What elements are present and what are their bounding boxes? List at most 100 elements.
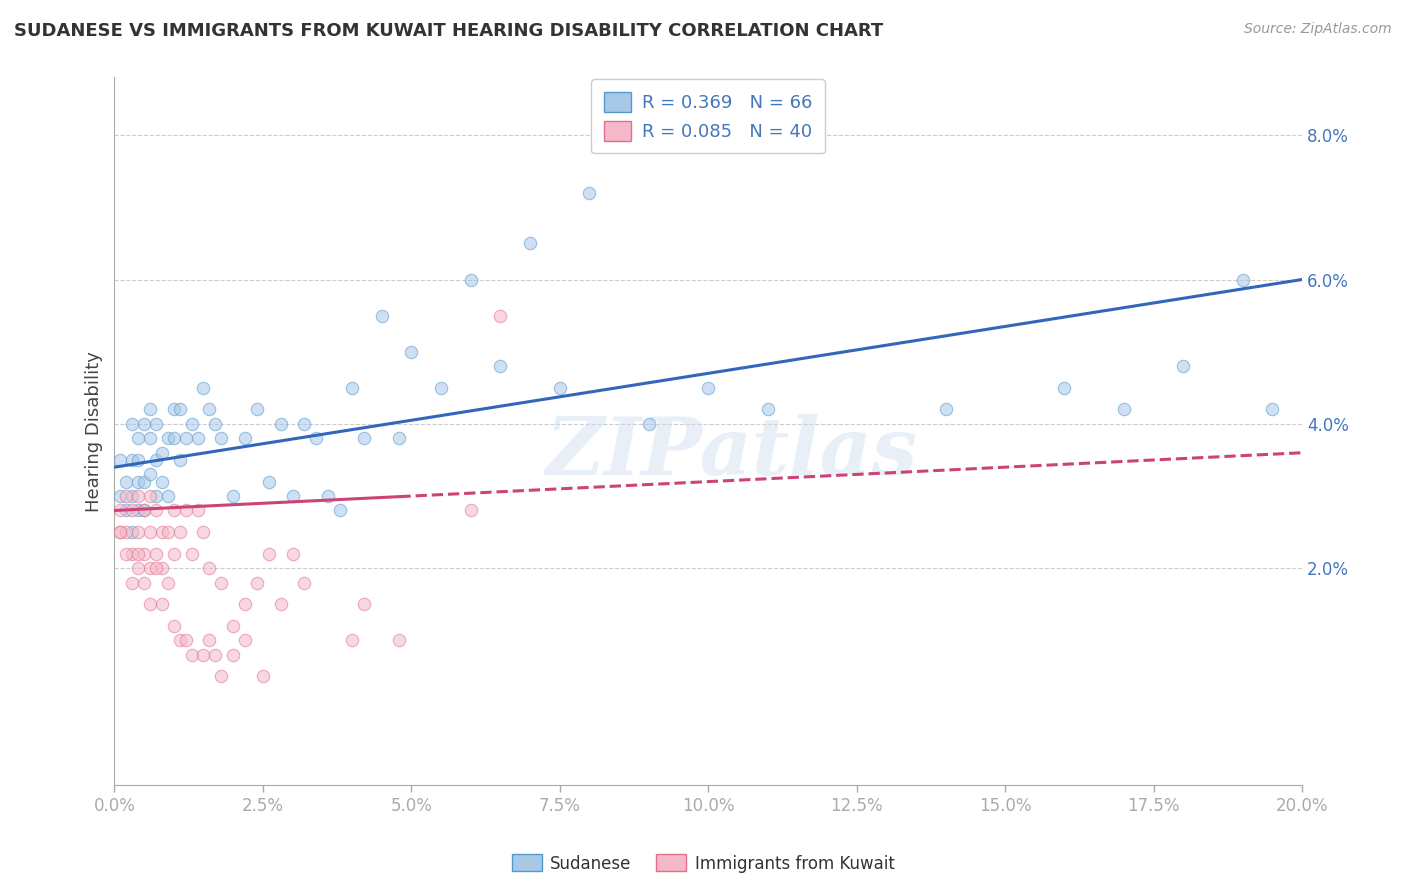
Point [388, 633, 411, 648]
Point [110, 503, 132, 517]
Point [353, 431, 375, 445]
Point [132, 503, 155, 517]
Point [121, 453, 143, 467]
Point [460, 503, 482, 517]
Point [1053, 381, 1076, 395]
Point [257, 547, 280, 561]
Point [156, 489, 179, 503]
Point [132, 575, 155, 590]
Point [132, 417, 155, 431]
Point [193, 648, 215, 662]
Point [174, 503, 197, 517]
Point [340, 633, 363, 648]
Point [127, 503, 149, 517]
Point [180, 417, 202, 431]
Point [163, 619, 186, 633]
Point [353, 597, 375, 611]
Point [169, 633, 191, 648]
Text: ZIPatlas: ZIPatlas [546, 414, 918, 491]
Point [127, 475, 149, 489]
Point [115, 547, 138, 561]
Point [115, 503, 138, 517]
Point [519, 236, 541, 251]
Point [110, 453, 132, 467]
Point [388, 431, 411, 445]
Point [110, 489, 132, 503]
Text: Source: ZipAtlas.com: Source: ZipAtlas.com [1244, 22, 1392, 37]
Point [430, 381, 453, 395]
Point [145, 547, 167, 561]
Point [110, 525, 132, 540]
Point [139, 561, 162, 575]
Point [252, 669, 274, 683]
Point [174, 633, 197, 648]
Point [246, 402, 269, 417]
Point [294, 417, 316, 431]
Point [127, 489, 149, 503]
Point [329, 503, 352, 517]
Point [132, 475, 155, 489]
Point [209, 431, 232, 445]
Point [209, 669, 232, 683]
Point [121, 575, 143, 590]
Point [222, 619, 245, 633]
Point [150, 446, 173, 460]
Point [198, 633, 221, 648]
Point [145, 503, 167, 517]
Point [370, 309, 392, 323]
Point [163, 503, 186, 517]
Point [139, 431, 162, 445]
Point [180, 547, 202, 561]
Point [578, 186, 600, 200]
Point [115, 489, 138, 503]
Point [281, 489, 304, 503]
Point [489, 359, 512, 373]
Point [145, 561, 167, 575]
Point [935, 402, 957, 417]
Point [222, 648, 245, 662]
Point [132, 503, 155, 517]
Point [1173, 359, 1195, 373]
Text: SUDANESE VS IMMIGRANTS FROM KUWAIT HEARING DISABILITY CORRELATION CHART: SUDANESE VS IMMIGRANTS FROM KUWAIT HEARI… [14, 22, 883, 40]
Point [246, 575, 269, 590]
Point [204, 417, 226, 431]
Point [233, 431, 256, 445]
Point [139, 489, 162, 503]
Point [204, 648, 226, 662]
Point [121, 525, 143, 540]
Point [193, 525, 215, 540]
Legend: R = 0.369   N = 66, R = 0.085   N = 40: R = 0.369 N = 66, R = 0.085 N = 40 [592, 79, 825, 153]
Point [198, 402, 221, 417]
Point [139, 597, 162, 611]
Point [305, 431, 328, 445]
Point [756, 402, 779, 417]
Point [150, 475, 173, 489]
Point [222, 489, 245, 503]
Point [316, 489, 339, 503]
Point [121, 417, 143, 431]
Point [294, 575, 316, 590]
Point [163, 547, 186, 561]
Point [127, 547, 149, 561]
Point [145, 453, 167, 467]
Point [110, 525, 132, 540]
Point [340, 381, 363, 395]
Point [401, 344, 423, 359]
Point [209, 575, 232, 590]
Point [233, 597, 256, 611]
Point [257, 475, 280, 489]
Point [156, 575, 179, 590]
Point [186, 503, 208, 517]
Point [193, 381, 215, 395]
Point [169, 402, 191, 417]
Point [281, 547, 304, 561]
Point [139, 402, 162, 417]
Point [150, 561, 173, 575]
Point [150, 597, 173, 611]
Point [156, 525, 179, 540]
Point [697, 381, 720, 395]
Point [127, 431, 149, 445]
Point [174, 431, 197, 445]
Point [163, 402, 186, 417]
Point [198, 561, 221, 575]
